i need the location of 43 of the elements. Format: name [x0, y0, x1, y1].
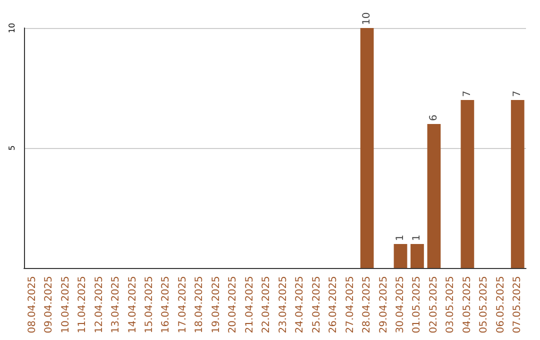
- x-tick-label: 07.05.2025: [512, 276, 524, 334]
- bar: [360, 28, 374, 268]
- x-tick-label: 12.04.2025: [94, 276, 105, 334]
- x-tick-label: 30.04.2025: [395, 276, 406, 334]
- data-label: 6: [428, 114, 440, 121]
- bar: [460, 100, 474, 268]
- x-tick-label: 06.05.2025: [495, 276, 506, 334]
- x-tick-label: 29.04.2025: [378, 276, 390, 334]
- x-tick-label: 26.04.2025: [328, 276, 340, 334]
- x-tick-label: 13.04.2025: [110, 276, 122, 334]
- x-tick-label: 03.05.2025: [445, 276, 456, 334]
- bar: [394, 244, 408, 268]
- x-tick-label: 05.05.2025: [478, 276, 490, 334]
- x-tick-label: 24.04.2025: [294, 276, 306, 334]
- data-label: 1: [412, 234, 423, 241]
- x-tick-label: 16.04.2025: [160, 276, 172, 334]
- bar: [410, 244, 424, 268]
- x-tick-label: 23.04.2025: [278, 276, 289, 334]
- x-tick-label: 22.04.2025: [261, 276, 272, 334]
- x-tick-label: 10.04.2025: [60, 276, 72, 334]
- x-tick-label: 19.04.2025: [210, 276, 222, 334]
- x-tick-label: 04.05.2025: [462, 276, 473, 334]
- x-tick-label: 21.04.2025: [244, 276, 256, 334]
- bar: [510, 100, 524, 268]
- x-tick-label: 28.04.2025: [362, 276, 373, 334]
- data-label: 7: [462, 90, 473, 97]
- x-tick-label: 02.05.2025: [428, 276, 440, 334]
- x-tick-label: 15.04.2025: [144, 276, 155, 334]
- y-tick-label: 5: [8, 145, 16, 151]
- data-label: 10: [362, 12, 373, 25]
- x-tick-label: 01.05.2025: [412, 276, 423, 334]
- x-tick-label: 25.04.2025: [311, 276, 322, 334]
- x-tick-label: 20.04.2025: [228, 276, 239, 334]
- bar: [427, 124, 441, 268]
- x-tick-label: 08.04.2025: [26, 276, 38, 334]
- x-tick-label: 27.04.2025: [344, 276, 356, 334]
- x-tick-label: 11.04.2025: [77, 276, 88, 334]
- x-tick-label: 09.04.2025: [44, 276, 55, 334]
- x-tick-label: 14.04.2025: [127, 276, 138, 334]
- x-tick-label: 18.04.2025: [194, 276, 206, 334]
- data-label: 7: [512, 90, 524, 97]
- data-label: 1: [395, 234, 406, 241]
- x-tick-label: 17.04.2025: [177, 276, 188, 334]
